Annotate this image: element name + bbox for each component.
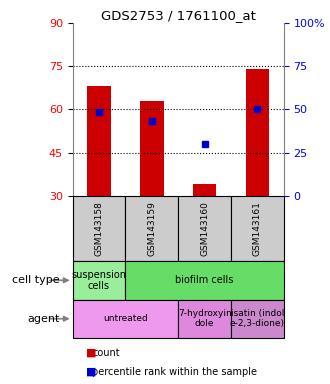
Text: 7-hydroxyin
dole: 7-hydroxyin dole — [178, 309, 231, 328]
Text: ■: ■ — [86, 367, 96, 377]
Text: GSM143161: GSM143161 — [253, 201, 262, 256]
Bar — [73, 261, 125, 300]
Bar — [73, 196, 125, 261]
Bar — [125, 261, 284, 300]
Title: GDS2753 / 1761100_at: GDS2753 / 1761100_at — [101, 9, 256, 22]
Bar — [87, 86, 111, 196]
Bar — [193, 184, 216, 196]
Text: GSM143158: GSM143158 — [94, 201, 104, 256]
Bar — [140, 101, 164, 196]
Text: cell type: cell type — [12, 275, 59, 285]
Text: isatin (indol
e-2,3-dione): isatin (indol e-2,3-dione) — [230, 309, 285, 328]
Text: untreated: untreated — [103, 314, 148, 323]
Bar — [178, 300, 231, 338]
Bar — [178, 196, 231, 261]
Bar — [246, 69, 269, 196]
Bar — [231, 196, 284, 261]
Text: suspension
cells: suspension cells — [72, 270, 126, 291]
Text: count: count — [92, 348, 120, 358]
Bar — [73, 300, 178, 338]
Text: GSM143159: GSM143159 — [147, 201, 156, 256]
Bar — [231, 300, 284, 338]
Bar — [125, 196, 178, 261]
Text: biofilm cells: biofilm cells — [176, 275, 234, 285]
Text: agent: agent — [27, 314, 59, 324]
Text: percentile rank within the sample: percentile rank within the sample — [92, 367, 257, 377]
Text: ■: ■ — [86, 348, 96, 358]
Text: GSM143160: GSM143160 — [200, 201, 209, 256]
